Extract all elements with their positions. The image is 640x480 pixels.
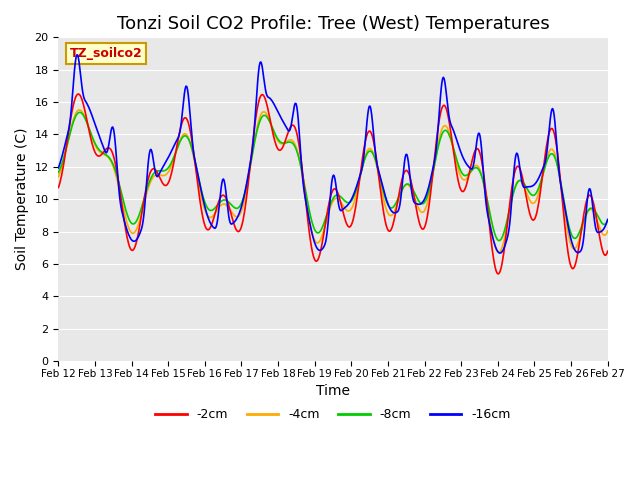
Y-axis label: Soil Temperature (C): Soil Temperature (C) xyxy=(15,128,29,271)
Legend: -2cm, -4cm, -8cm, -16cm: -2cm, -4cm, -8cm, -16cm xyxy=(150,403,516,426)
Text: TZ_soilco2: TZ_soilco2 xyxy=(69,47,142,60)
X-axis label: Time: Time xyxy=(316,384,350,398)
Title: Tonzi Soil CO2 Profile: Tree (West) Temperatures: Tonzi Soil CO2 Profile: Tree (West) Temp… xyxy=(116,15,549,33)
